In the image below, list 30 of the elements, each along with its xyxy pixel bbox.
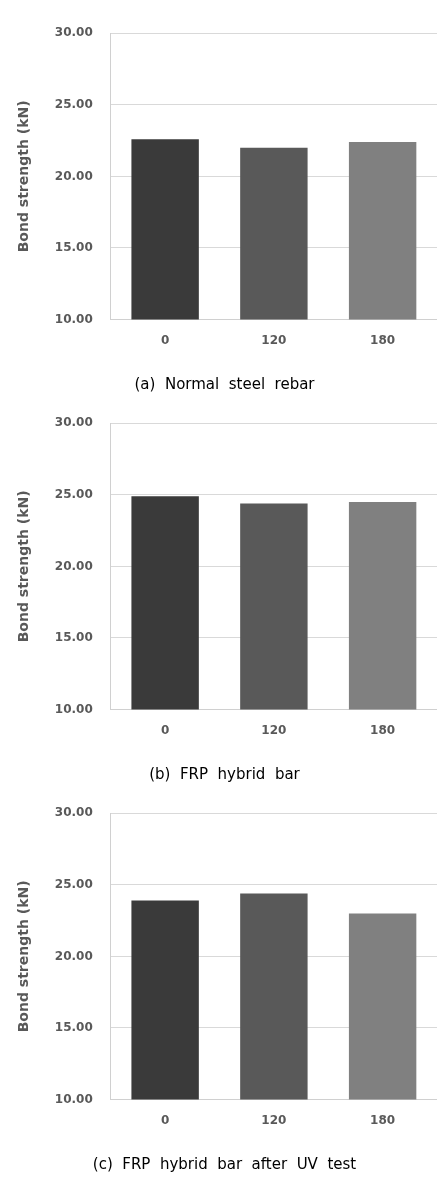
y-tick-label: 15.00 [54,630,93,645]
y-tick-label: 15.00 [54,1020,93,1035]
y-tick-label: 10.00 [54,311,93,326]
y-tick-label: 15.00 [54,240,93,255]
text: (a) Normal steel rebar [134,374,316,393]
x-tick-label: 180 [370,722,396,737]
y-axis-title: Bond strength (kN) [15,880,32,1033]
x-tick-label: 180 [370,332,396,347]
y-tick-label: 30.00 [54,415,93,430]
y-tick-label: 25.00 [54,486,93,501]
x-tick-label: 120 [261,1112,287,1127]
y-tick-label: 20.00 [54,558,93,573]
y-tick-label: 20.00 [54,168,93,183]
x-tick-label: 120 [261,332,287,347]
y-tick-label: 10.00 [54,1091,93,1106]
y-tick-label: 30.00 [54,25,93,40]
x-tick-label: 0 [160,1112,170,1127]
text: (b) FRP hybrid bar [149,764,301,783]
x-tick-label: 0 [160,722,170,737]
x-tick-label: 180 [370,1112,396,1127]
y-tick-label: 25.00 [54,876,93,891]
y-tick-label: 20.00 [54,948,93,963]
y-axis-title: Bond strength (kN) [15,100,32,253]
x-tick-label: 0 [160,332,170,347]
text: (c) FRP hybrid bar after UV test [92,1154,357,1173]
y-tick-label: 30.00 [54,805,93,820]
x-tick-label: 120 [261,722,287,737]
y-axis-title: Bond strength (kN) [15,490,32,643]
y-tick-label: 25.00 [54,96,93,111]
y-tick-label: 10.00 [54,701,93,716]
